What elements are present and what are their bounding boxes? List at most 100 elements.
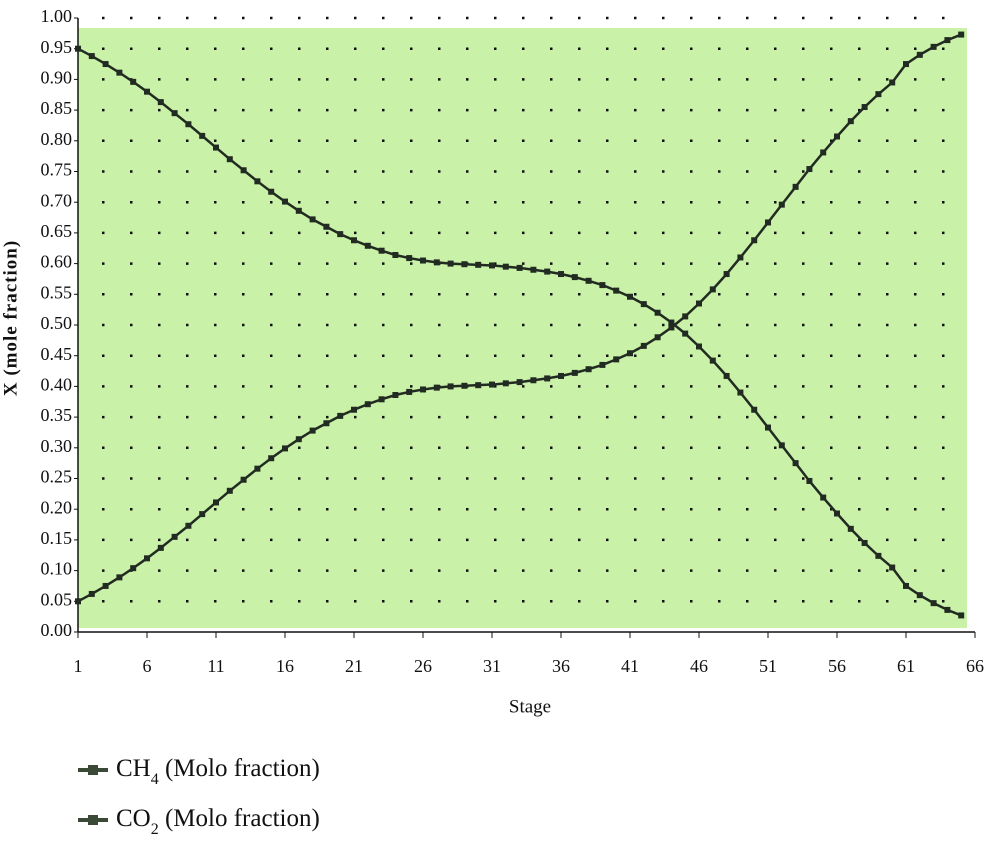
point-marker	[778, 201, 785, 208]
point-marker	[157, 544, 164, 551]
point-marker	[378, 247, 385, 254]
point-marker	[640, 301, 647, 308]
y-tick-label: 0.95	[41, 37, 73, 57]
point-marker	[323, 223, 330, 230]
x-tick-label: 41	[621, 656, 639, 676]
point-marker	[682, 313, 689, 320]
point-marker	[640, 342, 647, 349]
point-marker	[337, 231, 344, 238]
point-marker	[916, 592, 923, 599]
point-marker	[433, 259, 440, 266]
point-marker	[282, 198, 288, 205]
point-marker	[88, 590, 95, 597]
point-marker	[544, 375, 551, 382]
point-marker	[406, 388, 413, 395]
point-marker	[792, 460, 799, 467]
legend-label: CH4 (Molo fraction)	[116, 755, 320, 788]
point-marker	[502, 380, 509, 387]
point-marker	[157, 99, 164, 106]
point-marker	[627, 350, 633, 357]
point-marker	[751, 237, 758, 244]
point-marker	[130, 565, 137, 572]
point-marker	[475, 261, 482, 268]
point-marker	[88, 53, 95, 60]
y-tick-label: 0.00	[41, 620, 73, 640]
point-marker	[351, 406, 357, 413]
point-marker	[351, 237, 357, 244]
point-marker	[792, 183, 799, 190]
point-marker	[571, 274, 578, 281]
point-marker	[737, 254, 744, 261]
point-marker	[144, 88, 150, 95]
point-marker	[447, 260, 454, 267]
plot-background	[78, 28, 967, 628]
legend-marker	[88, 815, 98, 825]
point-marker	[185, 522, 192, 529]
point-marker	[558, 271, 564, 278]
point-marker	[392, 252, 399, 259]
point-marker	[240, 167, 247, 174]
point-marker	[75, 45, 81, 52]
point-marker	[668, 319, 675, 326]
point-marker	[130, 78, 137, 85]
point-marker	[875, 91, 882, 98]
point-marker	[916, 51, 923, 58]
y-tick-label: 0.60	[41, 252, 73, 272]
point-marker	[489, 381, 495, 388]
y-tick-label: 0.20	[41, 497, 73, 517]
point-marker	[199, 132, 206, 139]
y-tick-label: 0.70	[41, 190, 73, 210]
y-tick-label: 0.15	[41, 528, 73, 548]
point-marker	[461, 382, 468, 389]
point-marker	[213, 499, 219, 506]
point-marker	[820, 494, 827, 501]
point-marker	[226, 156, 233, 163]
point-marker	[861, 104, 868, 111]
x-tick-label: 51	[759, 656, 777, 676]
point-marker	[392, 391, 399, 398]
x-axis-label: Stage	[509, 696, 551, 717]
point-marker	[516, 379, 523, 386]
x-tick-label: 16	[276, 656, 294, 676]
point-marker	[378, 396, 385, 403]
y-tick-label: 0.85	[41, 98, 73, 118]
point-marker	[502, 263, 509, 270]
point-marker	[171, 533, 178, 540]
point-marker	[268, 455, 275, 462]
point-marker	[185, 121, 192, 128]
point-marker	[723, 372, 730, 379]
y-tick-label: 0.55	[41, 282, 73, 302]
point-marker	[709, 286, 716, 293]
x-tick-label: 26	[414, 656, 432, 676]
point-marker	[806, 477, 813, 484]
x-tick-label: 1	[74, 656, 83, 676]
point-marker	[254, 465, 261, 472]
point-marker	[447, 383, 454, 390]
point-marker	[599, 361, 606, 368]
point-marker	[364, 242, 371, 249]
point-marker	[240, 476, 247, 483]
point-marker	[654, 309, 661, 316]
point-marker	[199, 511, 206, 518]
point-marker	[751, 406, 758, 413]
point-marker	[420, 257, 426, 264]
y-tick-label: 0.10	[41, 559, 73, 579]
point-marker	[903, 582, 909, 589]
point-marker	[613, 287, 620, 294]
x-tick-label: 11	[207, 656, 224, 676]
point-marker	[282, 445, 288, 452]
y-tick-label: 0.80	[41, 129, 73, 149]
point-marker	[765, 219, 771, 226]
point-marker	[461, 261, 468, 268]
point-marker	[834, 510, 840, 517]
y-tick-label: 0.90	[41, 68, 73, 88]
point-marker	[958, 612, 965, 619]
point-marker	[530, 266, 537, 273]
point-marker	[903, 61, 909, 68]
y-tick-label: 0.45	[41, 344, 73, 364]
point-marker	[268, 188, 275, 195]
point-marker	[806, 166, 813, 173]
legend-marker	[88, 765, 98, 775]
point-marker	[847, 118, 854, 125]
